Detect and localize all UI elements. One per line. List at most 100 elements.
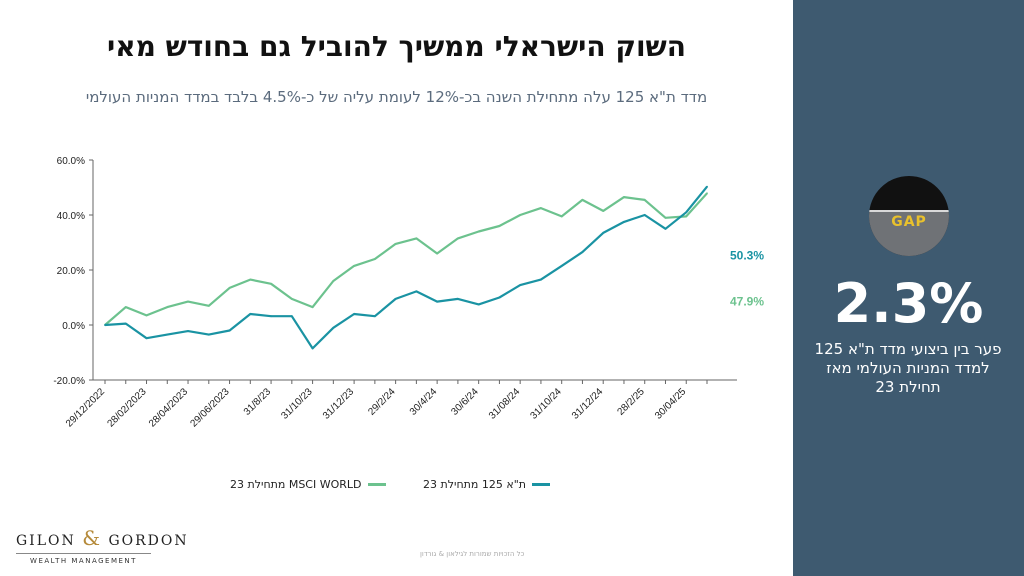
x-tick-label: 28/02/2023 bbox=[105, 386, 148, 429]
data-point-msci bbox=[249, 278, 252, 281]
logo-subtitle: WEALTH MANAGEMENT bbox=[30, 557, 137, 565]
data-point-msci bbox=[145, 314, 148, 317]
data-point-msci bbox=[706, 192, 708, 195]
series-line-msci bbox=[104, 192, 708, 326]
data-point-msci bbox=[685, 215, 688, 218]
main-slide: השוק הישראלי ממשיך להוביל גם בחודש מאי מ… bbox=[16, 30, 765, 565]
data-point-ta125 bbox=[581, 251, 584, 254]
legend-item-msci: MSCI WORLD מתחילת 23 bbox=[230, 478, 386, 491]
gap-description: פער בין ביצועי מדד ת"א 125 למדד המניות ה… bbox=[814, 340, 1002, 396]
company-logo: GILON & GORDON WEALTH MANAGEMENT bbox=[16, 526, 187, 565]
y-tick-label: 0.0% bbox=[62, 321, 85, 332]
data-point-ta125 bbox=[477, 303, 480, 306]
legend-swatch-msci bbox=[367, 483, 386, 486]
data-point-ta125 bbox=[643, 214, 646, 216]
data-point-msci bbox=[436, 252, 439, 255]
data-point-ta125 bbox=[249, 313, 252, 315]
logo-ampersand: & bbox=[82, 526, 103, 550]
data-point-ta125 bbox=[540, 278, 542, 281]
x-tick-label: 31/08/24 bbox=[487, 386, 523, 422]
data-point-ta125 bbox=[623, 220, 625, 223]
end-label-msci: 47.9% bbox=[730, 294, 764, 308]
data-point-msci bbox=[519, 214, 522, 216]
data-point-msci bbox=[207, 304, 210, 307]
data-point-msci bbox=[166, 306, 169, 309]
data-point-ta125 bbox=[560, 264, 563, 267]
logo-word-left: GILON bbox=[16, 533, 76, 549]
data-point-msci bbox=[187, 300, 189, 303]
sidebar-panel: GAP 2.3% פער בין ביצועי מדד ת"א 125 למדד… bbox=[793, 0, 1024, 576]
end-label-ta125: 50.3% bbox=[730, 249, 764, 263]
data-point-ta125 bbox=[207, 333, 210, 336]
x-tick-label: 31/12/24 bbox=[570, 386, 606, 422]
logo-word-right: GORDON bbox=[108, 533, 189, 549]
x-tick-label: 31/12/23 bbox=[321, 386, 357, 422]
data-point-msci bbox=[332, 280, 335, 282]
data-point-ta125 bbox=[706, 185, 708, 188]
data-point-msci bbox=[664, 216, 667, 219]
data-point-ta125 bbox=[270, 315, 272, 318]
gap-image-text: GAP bbox=[891, 214, 927, 230]
data-point-ta125 bbox=[124, 322, 127, 325]
road-surface bbox=[869, 212, 949, 256]
gap-road-image: GAP bbox=[869, 176, 949, 256]
data-point-ta125 bbox=[104, 324, 106, 326]
y-tick-label: 20.0% bbox=[57, 266, 85, 277]
data-point-ta125 bbox=[187, 330, 189, 332]
data-point-msci bbox=[477, 230, 480, 233]
data-point-msci bbox=[498, 225, 501, 227]
y-tick-label: -20.0% bbox=[53, 376, 85, 387]
data-point-ta125 bbox=[166, 333, 169, 336]
legend-label-msci: MSCI WORLD מתחילת 23 bbox=[230, 478, 362, 491]
x-tick-label: 28/2/25 bbox=[615, 386, 647, 418]
data-point-msci bbox=[228, 286, 231, 289]
data-point-ta125 bbox=[685, 211, 688, 214]
y-tick-label: 60.0% bbox=[57, 156, 85, 167]
data-point-msci bbox=[124, 306, 127, 309]
data-point-msci bbox=[353, 264, 356, 267]
x-tick-label: 31/10/24 bbox=[528, 386, 564, 422]
data-point-ta125 bbox=[602, 231, 605, 234]
x-tick-label: 28/04/2023 bbox=[147, 386, 190, 429]
data-point-msci bbox=[623, 196, 625, 199]
data-point-ta125 bbox=[456, 297, 459, 300]
line-chart: -20.0% 0.0% 20.0% 40.0% 60.0% 29/12/202228/02… bbox=[53, 156, 764, 430]
page-title: השוק הישראלי ממשיך להוביל גם בחודש מאי bbox=[106, 30, 687, 63]
data-point-msci bbox=[540, 207, 542, 210]
legend-label-ta125: ת"א 125 מתחילת 23 bbox=[423, 478, 526, 491]
data-point-ta125 bbox=[228, 329, 231, 332]
data-point-ta125 bbox=[145, 337, 148, 340]
data-point-ta125 bbox=[664, 227, 667, 230]
data-point-msci bbox=[311, 306, 314, 309]
logo-wordmark: GILON & GORDON bbox=[16, 526, 187, 554]
x-tick-label: 30/6/24 bbox=[449, 386, 481, 418]
x-tick-label: 30/4/24 bbox=[408, 386, 440, 418]
copyright-footer: כל הזכויות שמורות לגילאון & גורדון bbox=[420, 550, 525, 558]
data-point-msci bbox=[581, 198, 584, 201]
data-point-msci bbox=[290, 297, 293, 300]
x-tick-label: 29/12/2022 bbox=[64, 386, 107, 429]
data-point-ta125 bbox=[436, 300, 439, 303]
data-point-msci bbox=[394, 242, 397, 245]
page-subtitle: מדד ת"א 125 עלה מתחילת השנה בכ-12% לעומת… bbox=[85, 88, 708, 106]
gap-value: 2.3% bbox=[833, 272, 984, 335]
data-point-msci bbox=[560, 215, 563, 218]
data-point-ta125 bbox=[311, 347, 314, 350]
data-point-ta125 bbox=[332, 326, 335, 329]
chart-legend: ת"א 125 מתחילת 23 MSCI WORLD מתחילת 23 bbox=[230, 478, 550, 491]
data-point-ta125 bbox=[415, 290, 418, 293]
x-tick-label: 31/10/23 bbox=[279, 386, 315, 422]
legend-swatch-ta125 bbox=[532, 483, 550, 486]
data-point-ta125 bbox=[519, 284, 522, 287]
data-point-ta125 bbox=[290, 315, 293, 318]
x-tick-label: 29/06/2023 bbox=[188, 386, 231, 429]
data-point-msci bbox=[602, 209, 605, 212]
data-point-ta125 bbox=[498, 296, 501, 299]
x-tick-label: 30/04/25 bbox=[653, 386, 689, 422]
data-point-ta125 bbox=[353, 313, 356, 315]
x-tick-label: 29/2/24 bbox=[366, 386, 398, 418]
y-tick-label: 40.0% bbox=[57, 211, 85, 222]
legend-item-ta125: ת"א 125 מתחילת 23 bbox=[423, 478, 550, 491]
road-line bbox=[869, 210, 949, 212]
x-tick-label: 31/8/23 bbox=[242, 386, 274, 418]
